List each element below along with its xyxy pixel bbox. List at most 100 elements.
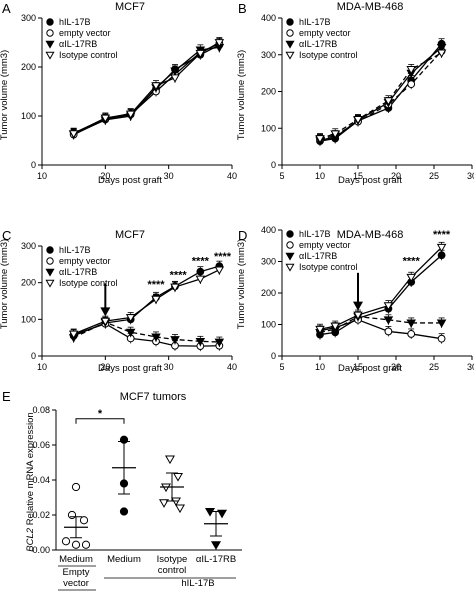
panel-e-group-label: Isotype [157, 554, 188, 565]
panel-d-xtick-label: 30 [467, 362, 474, 372]
panel-e-point [210, 541, 222, 550]
panel-b-xtick-label: 10 [315, 171, 325, 181]
panel-a-xtick-label: 10 [37, 171, 47, 181]
panel-e-point [81, 540, 91, 549]
panel-a-point [151, 82, 161, 91]
panel-b-xtick-label: 15 [353, 171, 363, 181]
panel-c-point [125, 314, 136, 323]
panel-e-ytick-label: 0.02 [32, 510, 50, 520]
panel-d-point [437, 251, 446, 260]
panel-c-ytick-label: 300 [21, 241, 36, 251]
panel-b-point [353, 116, 363, 125]
panel-d-xlabel: Days post graft [338, 363, 402, 374]
panel-label-c: C [2, 228, 11, 243]
panel-a-series-line-2 [73, 46, 220, 135]
panel-d-significance-label: **** [433, 229, 451, 241]
panel-d-ytick-label: 100 [261, 320, 276, 330]
panel-b-series-line-3 [319, 52, 442, 140]
panel-a-title: MCF7 [115, 1, 145, 13]
panel-d: D MDA-MB-468 Days post graft Tumor volum… [236, 225, 474, 374]
panel-d-legend-marker [285, 263, 295, 272]
panel-a: A MCF7 Days post graft Tumor volume (mm3… [0, 1, 237, 186]
panel-c-point [195, 337, 206, 347]
panel-d-ytick-label: 300 [261, 257, 276, 267]
panel-a-point [214, 39, 225, 48]
panel-b-title: MDA-MB-468 [337, 1, 404, 13]
panel-d-ytick-label: 400 [261, 225, 276, 235]
panel-b-ytick-label: 200 [261, 87, 276, 97]
panel-b-xtick-label: 30 [467, 171, 474, 181]
panel-d-point [384, 327, 393, 336]
panel-a-legend-label: hIL-17B [59, 17, 91, 27]
panel-d-point [383, 316, 394, 325]
panel-e-group-label-line2: control [158, 565, 187, 576]
panel-d-ytick-label: 0 [271, 351, 276, 361]
panel-c-point [151, 295, 161, 305]
panel-a-legend-marker [46, 18, 54, 26]
panel-label-d: D [238, 228, 247, 243]
panel-a-ylabel: Tumor volume (mm3) [0, 50, 10, 140]
panel-d-ytick-label: 200 [261, 288, 276, 298]
panel-e-point [71, 482, 81, 492]
panel-c-xtick-label: 40 [227, 362, 237, 372]
panel-c-significance-label: **** [214, 251, 232, 263]
panel-c-xlabel: Days post graft [98, 363, 162, 374]
panel-e-group-label: Medium [107, 554, 141, 565]
panel-a-legend-marker [46, 29, 54, 37]
panel-d-treatment-arrow-head [353, 301, 363, 311]
panel-d-ylabel: Tumor volume (mm3) [236, 239, 247, 329]
panel-e-point [119, 507, 129, 516]
panel-c-point [68, 330, 79, 339]
panel-d-point [406, 319, 416, 328]
panel-c-significance-label: **** [170, 269, 188, 281]
panel-b-xtick-label: 20 [391, 171, 401, 181]
panel-d-xtick-label: 15 [353, 362, 363, 372]
panel-b-point [315, 135, 325, 144]
panel-b-ylabel: Tumor volume (mm3) [236, 50, 247, 140]
panel-d-point [353, 311, 363, 320]
panel-d-point [406, 273, 416, 283]
panel-c-point [195, 275, 206, 284]
panel-a-ytick-label: 0 [31, 160, 36, 170]
panel-c-significance-label: **** [147, 279, 165, 291]
panel-c-point [125, 328, 136, 338]
panel-c-xtick-label: 10 [37, 362, 47, 372]
panel-c-treatment-arrow-head [100, 307, 111, 317]
panel-d-series-line-3 [319, 246, 443, 330]
panel-a-ytick-label: 200 [21, 62, 36, 72]
panel-c-legend-label: Isotype control [59, 278, 118, 288]
panel-c-xtick-label: 20 [100, 362, 110, 372]
panel-e-point [170, 497, 182, 507]
panel-d-legend-marker [286, 230, 294, 238]
panel-b-xtick-label: 5 [279, 171, 284, 181]
panel-c-title: MCF7 [115, 229, 145, 241]
panel-e-point [172, 472, 184, 482]
panel-e: E MCF7 tumors BCL2 Relative mRNA express… [2, 389, 242, 591]
panel-d-point [436, 319, 447, 328]
panel-e-point [61, 537, 71, 546]
panel-e-point [67, 510, 77, 520]
panel-d-legend-marker [285, 252, 295, 261]
panel-a-xtick-label: 20 [100, 171, 110, 181]
panel-d-point [315, 325, 325, 335]
panel-b-legend-label: hIL-17B [299, 17, 331, 27]
panel-e-point [164, 455, 176, 465]
panel-a-point [100, 114, 111, 123]
panel-a-point [195, 49, 206, 59]
panel-a-ytick-label: 300 [21, 13, 36, 23]
panel-d-xtick-label: 10 [315, 362, 325, 372]
panel-c-ytick-label: 200 [21, 278, 36, 288]
panel-c-point [170, 283, 180, 292]
panel-d-legend-label: empty vector [299, 240, 351, 250]
panel-b-point [436, 49, 447, 58]
panel-c-point [151, 333, 161, 342]
panel-a-legend-label: Isotype control [59, 50, 118, 60]
panel-e-group2-label: hIL-17B [181, 578, 214, 589]
panel-e-ylabel-gene: BCL2 [25, 527, 36, 551]
panel-d-legend-marker [286, 241, 294, 249]
panel-b-legend-marker [286, 29, 294, 37]
panel-b-legend-marker [285, 51, 295, 60]
panel-c-point [100, 317, 111, 327]
